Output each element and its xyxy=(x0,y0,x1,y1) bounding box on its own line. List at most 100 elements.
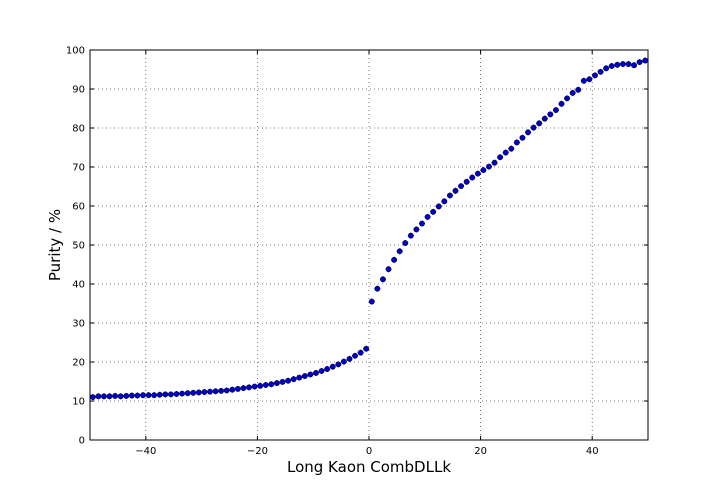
data-point xyxy=(201,389,208,396)
point-marker xyxy=(569,90,576,96)
point-marker xyxy=(586,76,593,83)
data-point xyxy=(329,363,336,370)
point-marker xyxy=(419,220,425,227)
data-point xyxy=(480,167,487,174)
data-point xyxy=(430,208,437,215)
data-point xyxy=(458,183,465,190)
data-point xyxy=(290,376,297,383)
y-tick-label: 80 xyxy=(72,124,85,135)
point-marker xyxy=(608,63,615,69)
point-marker xyxy=(223,387,230,394)
point-marker xyxy=(614,61,621,68)
point-marker xyxy=(128,392,135,399)
data-point xyxy=(463,178,470,185)
point-marker xyxy=(458,183,464,190)
point-marker xyxy=(413,226,420,233)
point-marker xyxy=(592,72,598,79)
point-marker xyxy=(619,61,626,67)
point-marker xyxy=(525,129,531,136)
point-marker xyxy=(307,371,314,378)
point-marker xyxy=(452,187,459,194)
data-point xyxy=(218,387,225,394)
data-point xyxy=(95,393,102,400)
data-point xyxy=(223,387,230,394)
point-marker xyxy=(374,285,381,292)
data-point xyxy=(234,385,241,392)
data-point xyxy=(491,159,498,166)
data-point xyxy=(536,120,543,127)
x-tick-label: 0 xyxy=(366,446,372,457)
point-marker xyxy=(296,374,303,381)
data-point xyxy=(240,385,247,392)
data-point xyxy=(262,382,269,389)
point-marker xyxy=(491,159,498,166)
data-point xyxy=(206,388,213,395)
y-tick-label: 10 xyxy=(72,397,85,408)
point-marker xyxy=(603,65,610,72)
data-point xyxy=(151,392,158,399)
plot-background xyxy=(90,50,648,440)
data-point xyxy=(100,393,107,400)
point-marker xyxy=(558,100,565,107)
data-point xyxy=(419,220,426,227)
point-marker xyxy=(502,149,509,156)
data-point xyxy=(513,139,520,146)
data-point xyxy=(379,276,386,283)
point-marker xyxy=(385,266,392,273)
data-point xyxy=(279,378,286,385)
y-tick-label: 60 xyxy=(72,202,85,213)
data-point xyxy=(452,187,459,194)
point-marker xyxy=(391,256,398,263)
point-marker xyxy=(268,381,275,388)
point-marker xyxy=(352,352,358,359)
data-point xyxy=(173,390,180,397)
data-point xyxy=(307,371,314,378)
point-marker xyxy=(463,178,470,185)
point-marker xyxy=(207,388,213,395)
data-point xyxy=(485,163,492,170)
point-marker xyxy=(212,388,219,395)
data-point xyxy=(586,76,593,83)
x-tick-label: −40 xyxy=(135,446,156,457)
data-points xyxy=(89,57,649,401)
point-marker xyxy=(497,154,504,161)
data-point xyxy=(123,392,130,399)
data-point xyxy=(530,124,537,131)
point-marker xyxy=(246,384,252,391)
point-marker xyxy=(441,198,448,205)
point-marker xyxy=(580,77,587,84)
point-marker xyxy=(134,392,141,399)
data-point xyxy=(318,367,325,374)
point-marker xyxy=(301,373,308,379)
data-point xyxy=(407,232,414,239)
point-marker xyxy=(101,393,107,400)
data-point xyxy=(474,170,481,177)
data-point xyxy=(167,391,174,398)
data-point xyxy=(625,61,632,68)
point-marker xyxy=(541,115,548,122)
data-point xyxy=(374,285,381,292)
data-point xyxy=(631,62,638,69)
point-marker xyxy=(480,167,487,174)
data-point xyxy=(608,62,615,69)
point-marker xyxy=(424,214,431,220)
data-point xyxy=(402,240,409,247)
point-marker xyxy=(190,389,197,396)
point-marker xyxy=(508,145,515,152)
point-marker xyxy=(363,345,370,352)
data-point xyxy=(424,213,431,220)
point-marker xyxy=(168,391,174,398)
data-point xyxy=(508,145,515,152)
point-marker xyxy=(346,355,353,362)
point-marker xyxy=(536,120,543,127)
data-point xyxy=(385,266,392,273)
data-point xyxy=(580,77,587,84)
y-tick-label: 100 xyxy=(66,46,85,57)
data-point xyxy=(257,382,264,389)
point-marker xyxy=(290,376,297,383)
point-marker xyxy=(402,240,409,246)
data-point xyxy=(502,149,509,156)
data-point xyxy=(301,373,308,380)
point-marker xyxy=(547,111,554,118)
